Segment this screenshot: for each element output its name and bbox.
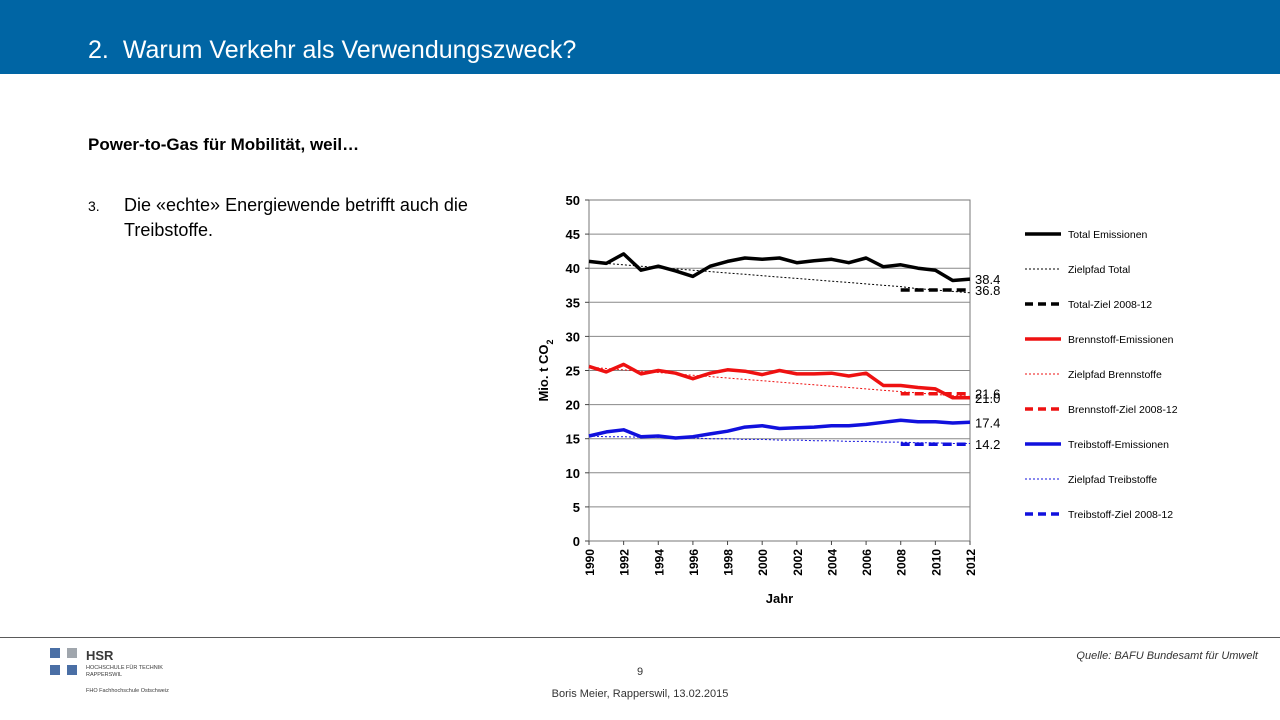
y-tick-label: 50 bbox=[566, 193, 580, 208]
x-tick-label: 2002 bbox=[791, 549, 805, 576]
x-tick-label: 1992 bbox=[618, 549, 632, 576]
end-value-label: 36.8 bbox=[975, 283, 1000, 298]
title-bar: 2. Warum Verkehr als Verwendungszweck? bbox=[0, 0, 1280, 74]
footer-divider bbox=[0, 637, 1280, 638]
x-tick-label: 1996 bbox=[687, 549, 701, 576]
y-tick-label: 20 bbox=[566, 398, 580, 413]
x-tick-label: 2008 bbox=[895, 549, 909, 576]
y-tick-label: 15 bbox=[566, 432, 580, 447]
slide-subheading: Power-to-Gas für Mobilität, weil… bbox=[88, 135, 360, 154]
series-zielpfad-treibstoffe bbox=[588, 435, 970, 444]
slide-title-text: Warum Verkehr als Verwendungszweck? bbox=[122, 36, 577, 64]
end-value-label: 38.4 bbox=[975, 272, 1000, 287]
y-tick-label: 5 bbox=[573, 500, 580, 515]
hsr-logo: HSR HOCHSCHULE FÜR TECHNIK RAPPERSWIL FH… bbox=[50, 648, 169, 694]
slide-title: 2. Warum Verkehr als Verwendungszweck? bbox=[88, 36, 576, 65]
end-value-label: 17.4 bbox=[975, 415, 1000, 430]
series-total-emissionen bbox=[588, 252, 971, 283]
legend-entry: Treibstoff-Emissionen bbox=[1068, 439, 1169, 451]
y-tick-label: 25 bbox=[566, 364, 580, 379]
legend-entry: Treibstoff-Ziel 2008-12 bbox=[1068, 509, 1173, 521]
y-tick-label: 0 bbox=[573, 534, 580, 549]
legend-entry: Brennstoff-Emissionen bbox=[1068, 334, 1174, 346]
legend-entry: Total Emissionen bbox=[1068, 229, 1148, 241]
x-tick-label: 2000 bbox=[756, 549, 770, 576]
logo-line-1: HOCHSCHULE FÜR TECHNIK bbox=[86, 664, 163, 671]
page-number: 9 bbox=[636, 666, 644, 678]
legend-entry: Total-Ziel 2008-12 bbox=[1068, 299, 1152, 311]
slide-section-number: 2. bbox=[88, 36, 109, 64]
end-value-label: 14.2 bbox=[975, 437, 1000, 452]
bullet-item: 3. Die «echte» Energiewende betrifft auc… bbox=[88, 193, 488, 243]
y-tick-label: 30 bbox=[566, 329, 580, 344]
bullet-text: Die «echte» Energiewende betrifft auch d… bbox=[124, 195, 468, 240]
logo-line-2: RAPPERSWIL bbox=[86, 672, 122, 678]
logo-line-3: FHO Fachhochschule Ostschweiz bbox=[86, 688, 169, 694]
y-tick-label: 40 bbox=[566, 261, 580, 276]
x-tick-label: 1994 bbox=[652, 549, 666, 576]
x-tick-label: 1990 bbox=[583, 549, 597, 576]
x-tick-label: 2006 bbox=[860, 549, 874, 576]
bullet-number: 3. bbox=[88, 198, 100, 214]
x-tick-label: 1998 bbox=[722, 549, 736, 576]
emissions-chart: 0 5 10 15 20 25 30 35 40 45 50 1990 1992 1994 1996 1998… bbox=[536, 193, 1178, 606]
logo-wordmark: HSR bbox=[86, 648, 114, 663]
x-tick-label: 2012 bbox=[964, 549, 978, 576]
end-value-label: 21.0 bbox=[975, 391, 1000, 406]
source-citation: Quelle: BAFU Bundesamt für Umwelt bbox=[1076, 650, 1258, 662]
legend-entry: Zielpfad Brennstoffe bbox=[1068, 369, 1162, 381]
series-brennstoff-emissionen bbox=[588, 362, 970, 400]
legend-entry: Brennstoff-Ziel 2008-12 bbox=[1068, 404, 1178, 416]
end-value-label: 21.6 bbox=[975, 387, 1000, 402]
y-tick-label: 45 bbox=[566, 227, 580, 242]
legend-entry: Zielpfad Treibstoffe bbox=[1068, 474, 1157, 486]
series-treibstoff-emissionen bbox=[588, 418, 971, 440]
footer-author: Boris Meier, Rapperswil, 13.02.2015 bbox=[551, 688, 729, 700]
y-tick-label: 35 bbox=[566, 295, 580, 310]
x-axis-label: Jahr bbox=[766, 591, 793, 606]
x-tick-label: 2004 bbox=[825, 549, 839, 576]
y-tick-label: 10 bbox=[566, 466, 580, 481]
x-tick-label: 2010 bbox=[929, 549, 943, 576]
y-axis-label-subscript: 2 bbox=[545, 339, 555, 344]
y-axis-label: Mio. t CO2 bbox=[536, 339, 555, 401]
legend-entry: Zielpfad Total bbox=[1068, 264, 1130, 276]
